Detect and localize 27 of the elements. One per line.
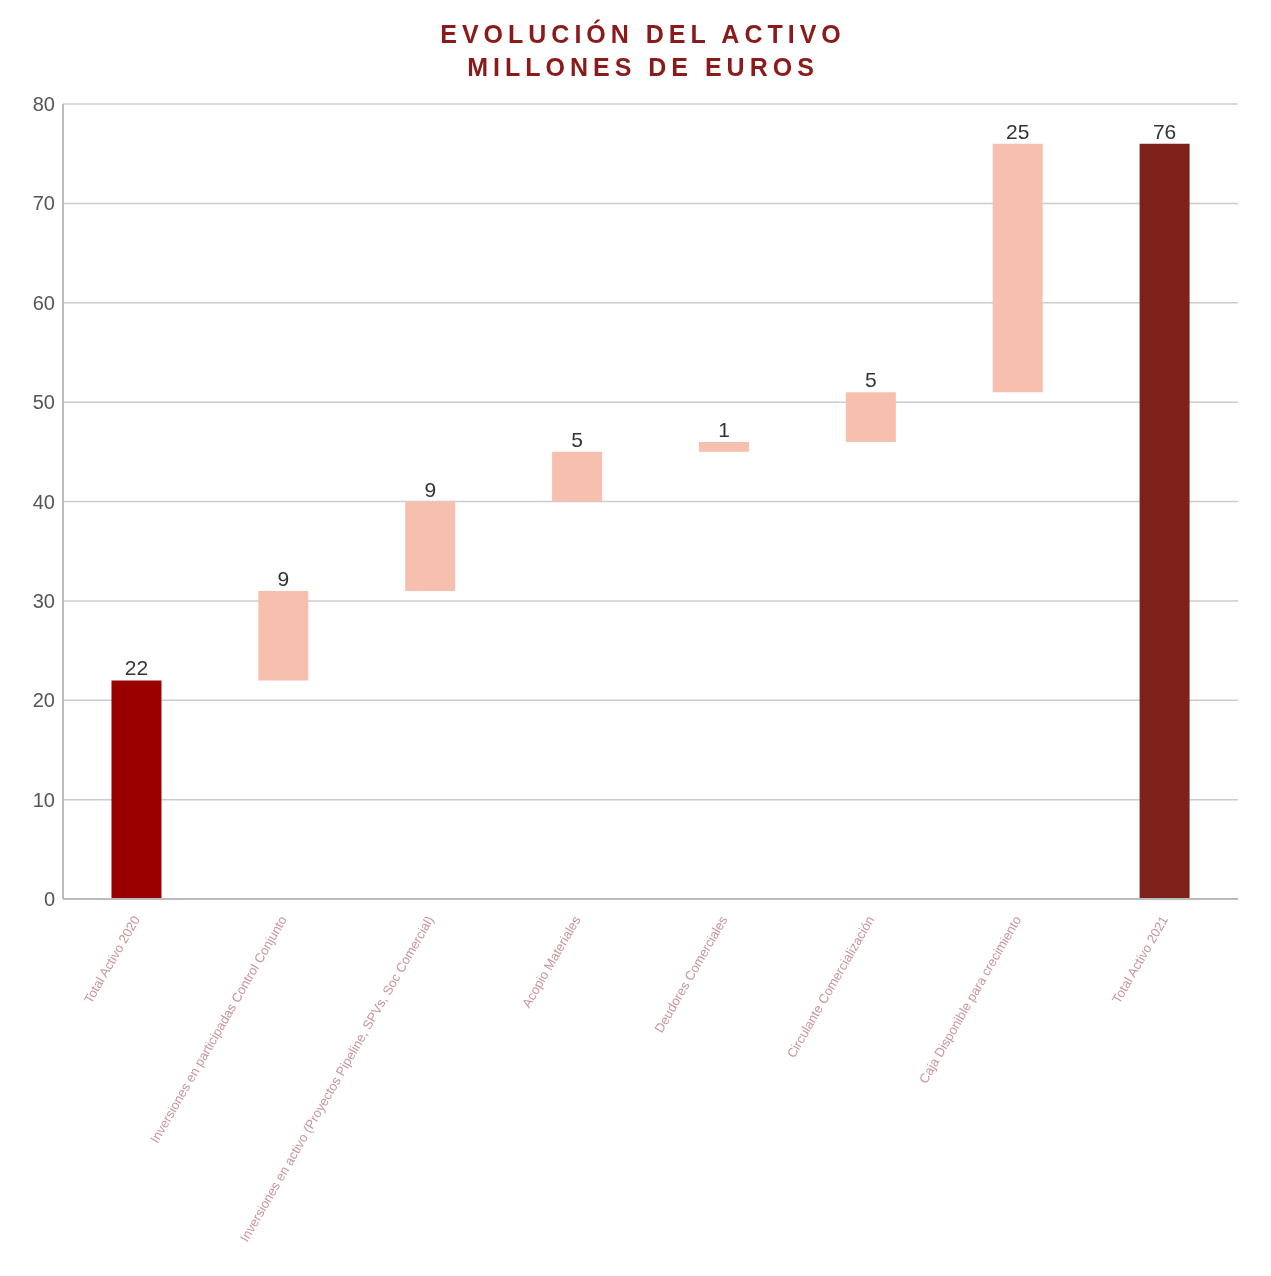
y-tick-label: 50 [32, 391, 55, 414]
chart-title: EVOLUCIÓN DEL ACTIVO [439, 18, 847, 50]
data-label: 76 [1152, 119, 1177, 143]
data-label: 25 [1006, 119, 1030, 143]
data-label: 9 [424, 477, 437, 501]
y-tick-label: 30 [32, 589, 55, 612]
data-label: 5 [865, 368, 877, 392]
data-label: 1 [718, 417, 730, 441]
chart-subtitle: MILLONES DE EUROS [466, 52, 820, 83]
bar [552, 451, 603, 502]
y-tick-label: 70 [32, 192, 55, 215]
data-label: 9 [277, 566, 290, 590]
data-label: 5 [571, 427, 583, 451]
y-tick-label: 0 [43, 888, 55, 911]
bar [992, 143, 1043, 393]
bar [1139, 143, 1190, 899]
bar [405, 501, 456, 591]
data-label: 22 [124, 656, 149, 680]
y-tick-label: 60 [32, 291, 55, 314]
y-tick-label: 40 [32, 490, 55, 513]
bar [111, 680, 162, 899]
y-tick-label: 80 [32, 93, 55, 116]
bar [845, 392, 896, 442]
bar [698, 441, 749, 452]
y-tick-label: 10 [32, 788, 55, 811]
y-tick-label: 20 [32, 689, 55, 712]
bar [258, 590, 309, 681]
